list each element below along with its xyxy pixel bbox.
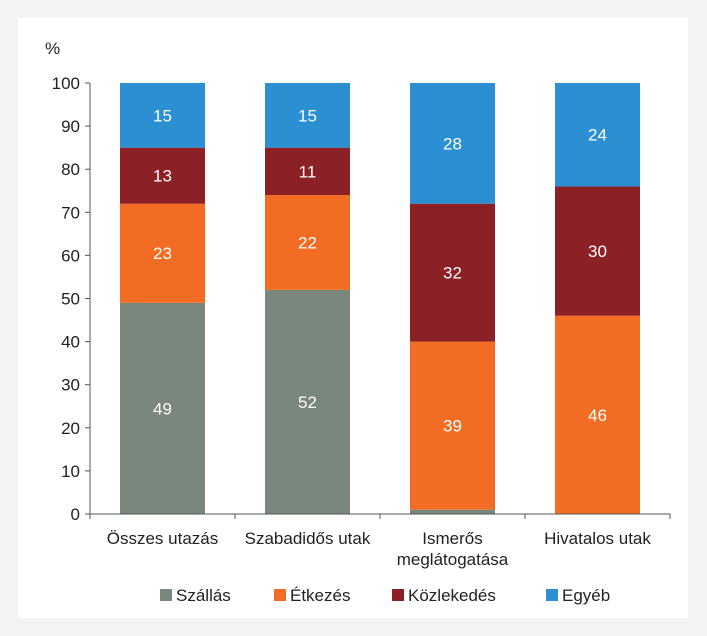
x-tick-label: Hivatalos utak — [544, 529, 651, 548]
data-label: 32 — [443, 264, 462, 283]
bar-segment — [265, 195, 350, 290]
bars-group: 49 23 13 15 52 22 11 15 39 32 28 46 30 24 — [120, 83, 640, 514]
data-label: 28 — [443, 134, 462, 153]
stacked-bar-chart: % 0 10 20 30 40 50 60 70 80 90 100 49 23 13 15 52 22 11 1… — [45, 39, 671, 605]
y-tick-label: 70 — [61, 203, 80, 222]
bar-segment — [120, 83, 205, 148]
data-label: 49 — [153, 399, 172, 418]
legend-swatch — [392, 589, 404, 601]
x-axis: Összes utazás Szabadidős utak Ismerős meglá… — [89, 513, 671, 569]
data-label: 15 — [153, 106, 172, 125]
data-label: 30 — [588, 242, 607, 261]
legend-label: Étkezés — [290, 586, 350, 605]
legend-label: Szállás — [176, 586, 231, 605]
bar-segment — [120, 203, 205, 303]
y-tick-label: 30 — [61, 376, 80, 395]
legend: Szállás Étkezés Közlekedés Egyéb — [160, 586, 610, 605]
x-tick-label: meglátogatása — [397, 550, 509, 569]
bar-segment — [555, 186, 640, 316]
chart-panel: % 0 10 20 30 40 50 60 70 80 90 100 49 23 13 15 52 22 11 1… — [18, 18, 688, 618]
data-label: 52 — [298, 393, 317, 412]
y-tick-label: 20 — [61, 419, 80, 438]
bar-segment — [410, 509, 495, 514]
legend-swatch — [274, 589, 286, 601]
data-label: 15 — [298, 106, 317, 125]
bar-segment — [555, 83, 640, 187]
data-label: 11 — [299, 162, 317, 181]
data-label: 13 — [153, 167, 172, 186]
data-label: 46 — [588, 406, 607, 425]
bar-segment — [410, 341, 495, 510]
x-tick-label: Szabadidős utak — [245, 529, 371, 548]
y-tick-label: 10 — [61, 462, 80, 481]
y-tick-label: 90 — [61, 117, 80, 136]
bar-segment — [265, 83, 350, 148]
y-tick-label: 0 — [71, 505, 80, 524]
bar-segment — [120, 302, 205, 514]
bar-segment — [265, 147, 350, 196]
x-tick-label: Ismerős — [422, 529, 482, 548]
x-tick-label: Összes utazás — [107, 529, 219, 548]
bar-segment — [410, 203, 495, 342]
bar-segment — [410, 83, 495, 204]
y-tick-label: 100 — [52, 74, 80, 93]
data-label: 39 — [443, 417, 462, 436]
data-label: 23 — [153, 244, 172, 263]
bar-segment — [265, 289, 350, 514]
legend-swatch — [546, 589, 558, 601]
y-tick-label: 60 — [61, 246, 80, 265]
legend-swatch — [160, 589, 172, 601]
y-axis: 0 10 20 30 40 50 60 70 80 90 100 — [52, 74, 91, 524]
y-tick-label: 50 — [61, 290, 80, 309]
bar-segment — [555, 315, 640, 514]
y-axis-label: % — [45, 39, 60, 58]
legend-label: Közlekedés — [408, 586, 496, 605]
data-label: 24 — [588, 126, 607, 145]
bar-segment — [120, 147, 205, 204]
legend-label: Egyéb — [562, 586, 610, 605]
y-tick-label: 40 — [61, 333, 80, 352]
data-label: 22 — [298, 233, 317, 252]
y-tick-label: 80 — [61, 160, 80, 179]
